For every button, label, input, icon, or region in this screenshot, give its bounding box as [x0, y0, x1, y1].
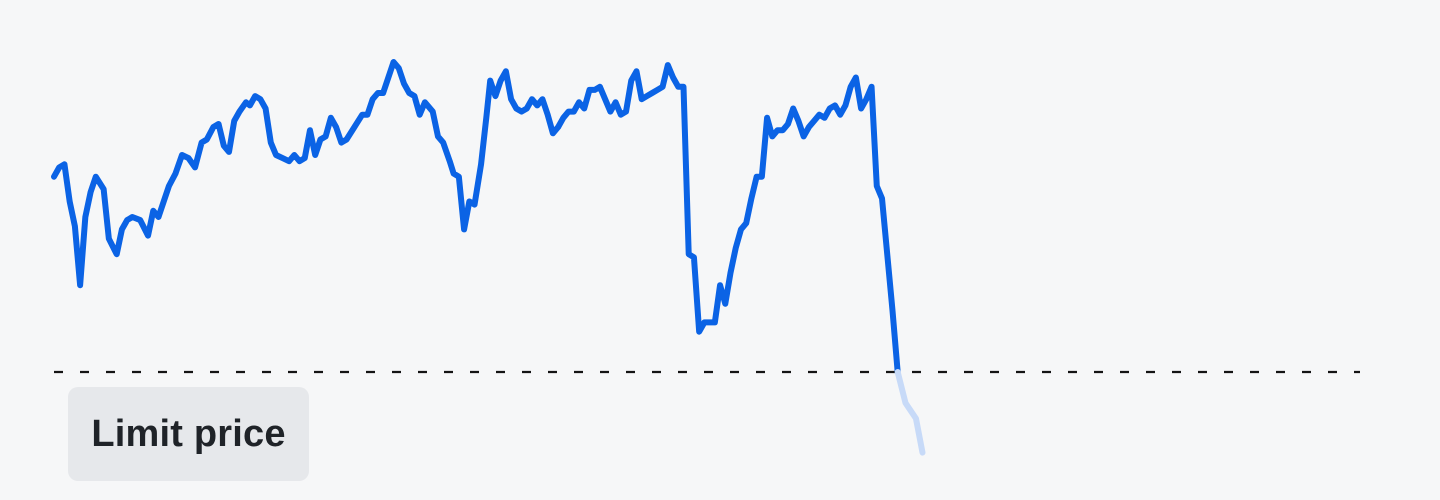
- price-series-below-limit: [894, 369, 926, 456]
- series-layer: [51, 59, 926, 456]
- limit-price-label[interactable]: Limit price: [68, 387, 309, 481]
- price-series-line: [51, 59, 901, 375]
